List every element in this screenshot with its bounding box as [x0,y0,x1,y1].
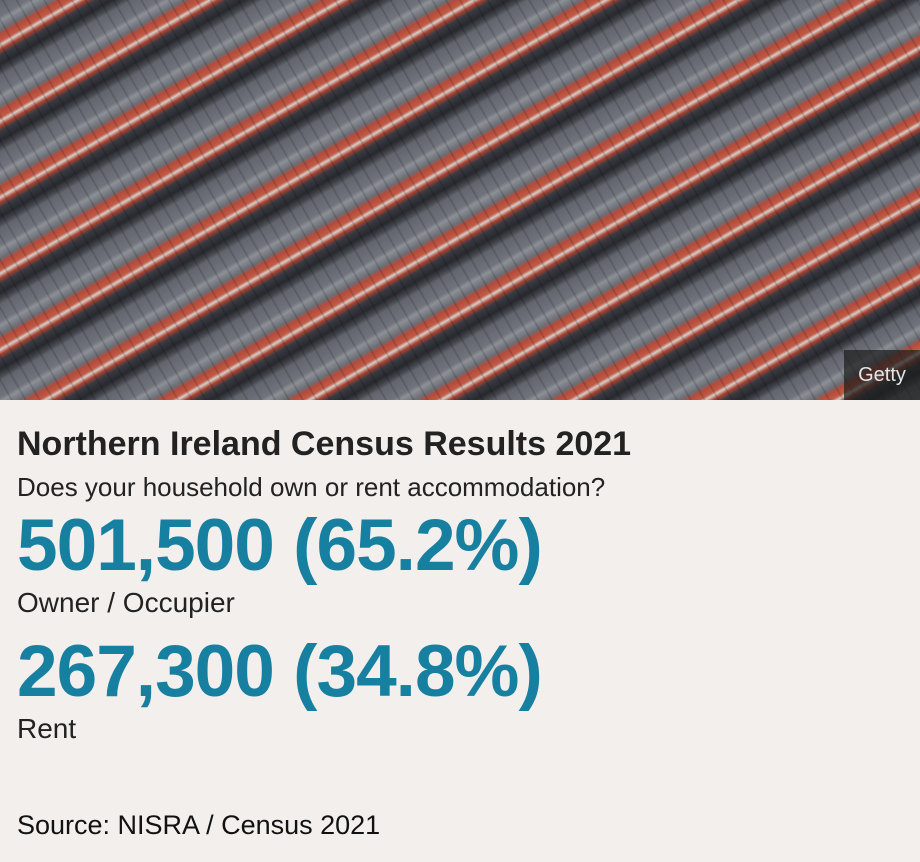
source-note: Source: NISRA / Census 2021 [17,810,381,840]
page-title: Northern Ireland Census Results 2021 [17,425,632,463]
stat-value: 267,300 (34.8%) [17,631,543,712]
stat-rent: 267,300 (34.8%) Rent [17,632,903,746]
stat-label: Rent [17,713,77,744]
stats-card: Northern Ireland Census Results 2021 Doe… [0,400,920,746]
stat-value: 501,500 (65.2%) [17,505,543,586]
stat-label: Owner / Occupier [17,587,235,618]
hero-image: Getty [0,0,920,400]
subtitle: Does your household own or rent accommod… [17,472,606,502]
stat-owner-occupier: 501,500 (65.2%) Owner / Occupier [17,506,903,620]
image-credit: Getty [844,350,920,400]
